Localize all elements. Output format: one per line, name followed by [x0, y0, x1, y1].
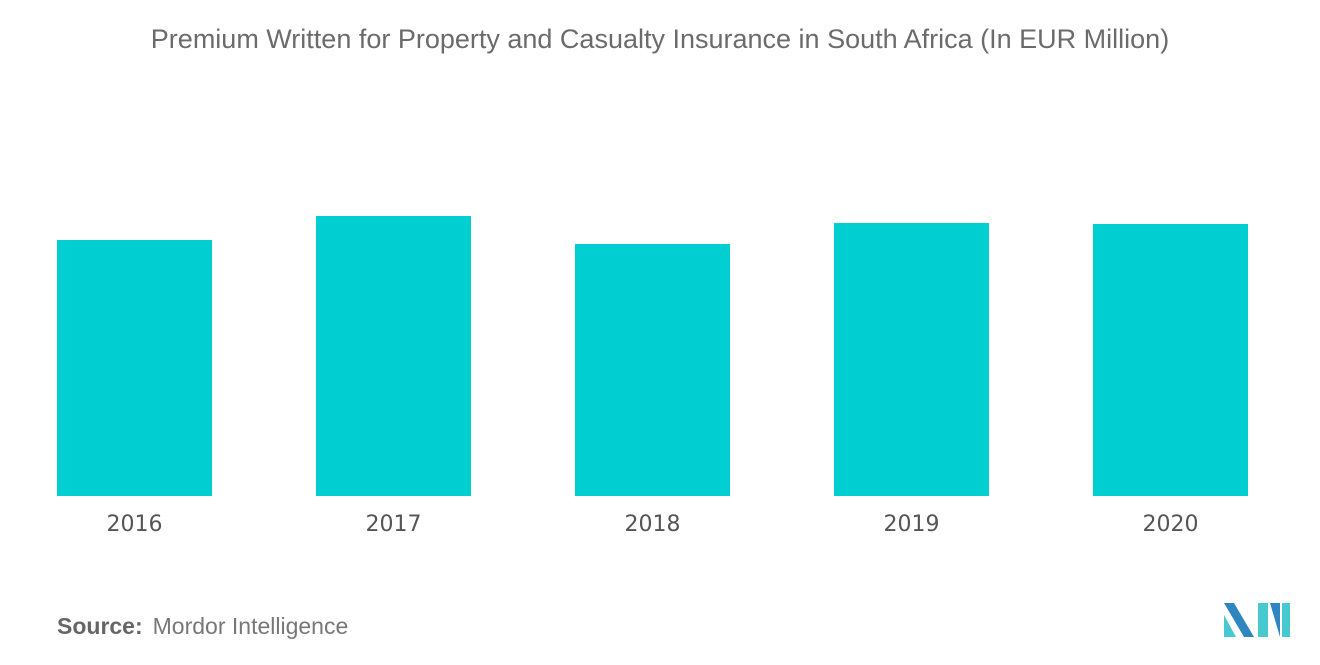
bar-2018: [575, 244, 730, 496]
source-note: Source: Mordor Intelligence: [57, 613, 348, 640]
bar-chart: 2016 2017 2018 2019 2020: [57, 216, 1248, 537]
x-tick-label: 2016: [107, 512, 163, 537]
x-tick-label: 2018: [625, 512, 681, 537]
x-tick-label: 2020: [1143, 512, 1199, 537]
mordor-logo-icon: [1224, 603, 1290, 637]
x-tick-label: 2017: [366, 512, 422, 537]
x-tick-label: 2019: [884, 512, 940, 537]
source-text: Mordor Intelligence: [152, 613, 349, 639]
source-label: Source:: [57, 613, 143, 639]
bar-2019: [834, 223, 989, 496]
bar-2020: [1093, 224, 1248, 496]
chart-title: Premium Written for Property and Casualt…: [150, 24, 1170, 54]
bar-2016: [57, 240, 212, 496]
bar-2017: [316, 216, 471, 496]
